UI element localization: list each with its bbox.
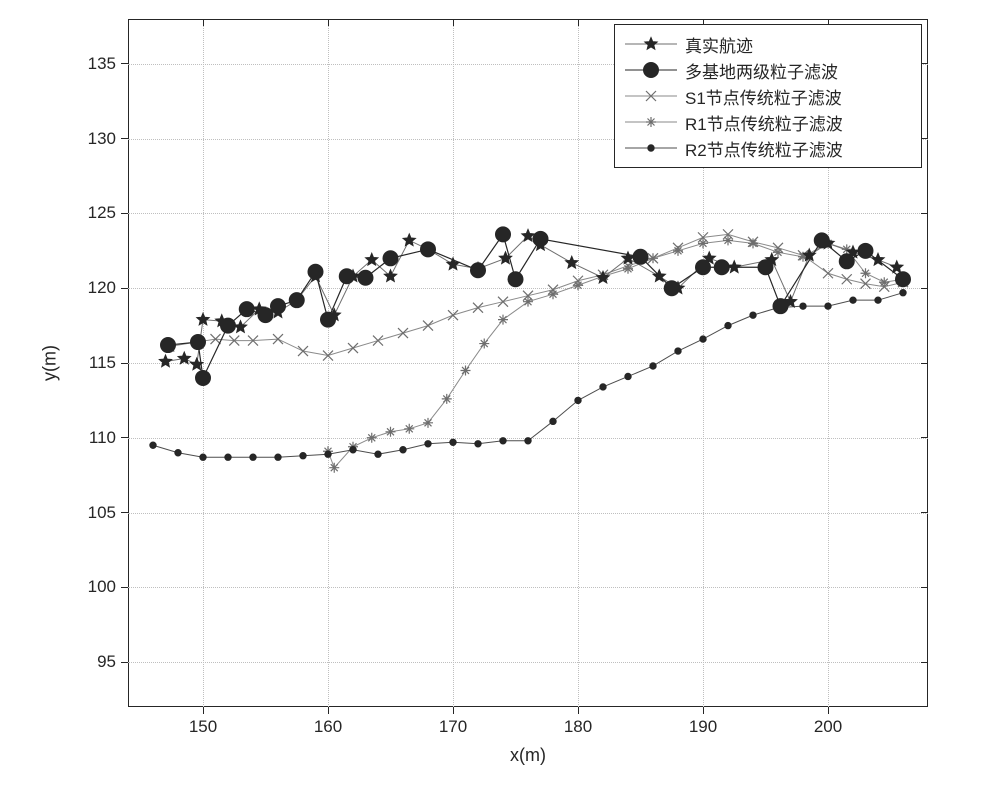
legend-item-s1: S1节点传统粒子滤波 (625, 83, 911, 109)
legend-label: 多基地两级粒子滤波 (685, 58, 838, 83)
legend-swatch (625, 60, 677, 80)
series-r1 (323, 235, 908, 472)
legend-swatch (625, 86, 677, 106)
legend-box: 真实航迹多基地两级粒子滤波S1节点传统粒子滤波R1节点传统粒子滤波R2节点传统粒… (614, 24, 922, 168)
legend-swatch (625, 112, 677, 132)
legend-label: R2节点传统粒子滤波 (685, 136, 843, 161)
legend-label: S1节点传统粒子滤波 (685, 84, 842, 109)
figure: 1501601701801902009510010511011512012513… (0, 0, 1000, 794)
legend-swatch (625, 138, 677, 158)
series-s1 (164, 229, 908, 360)
legend-item-r1: R1节点传统粒子滤波 (625, 109, 911, 135)
legend-label: R1节点传统粒子滤波 (685, 110, 843, 135)
legend-swatch (625, 34, 677, 54)
legend-item-true_track: 真实航迹 (625, 31, 911, 57)
legend-item-r2: R2节点传统粒子滤波 (625, 135, 911, 161)
legend-item-multi_two_stage: 多基地两级粒子滤波 (625, 57, 911, 83)
legend-label: 真实航迹 (685, 32, 753, 57)
